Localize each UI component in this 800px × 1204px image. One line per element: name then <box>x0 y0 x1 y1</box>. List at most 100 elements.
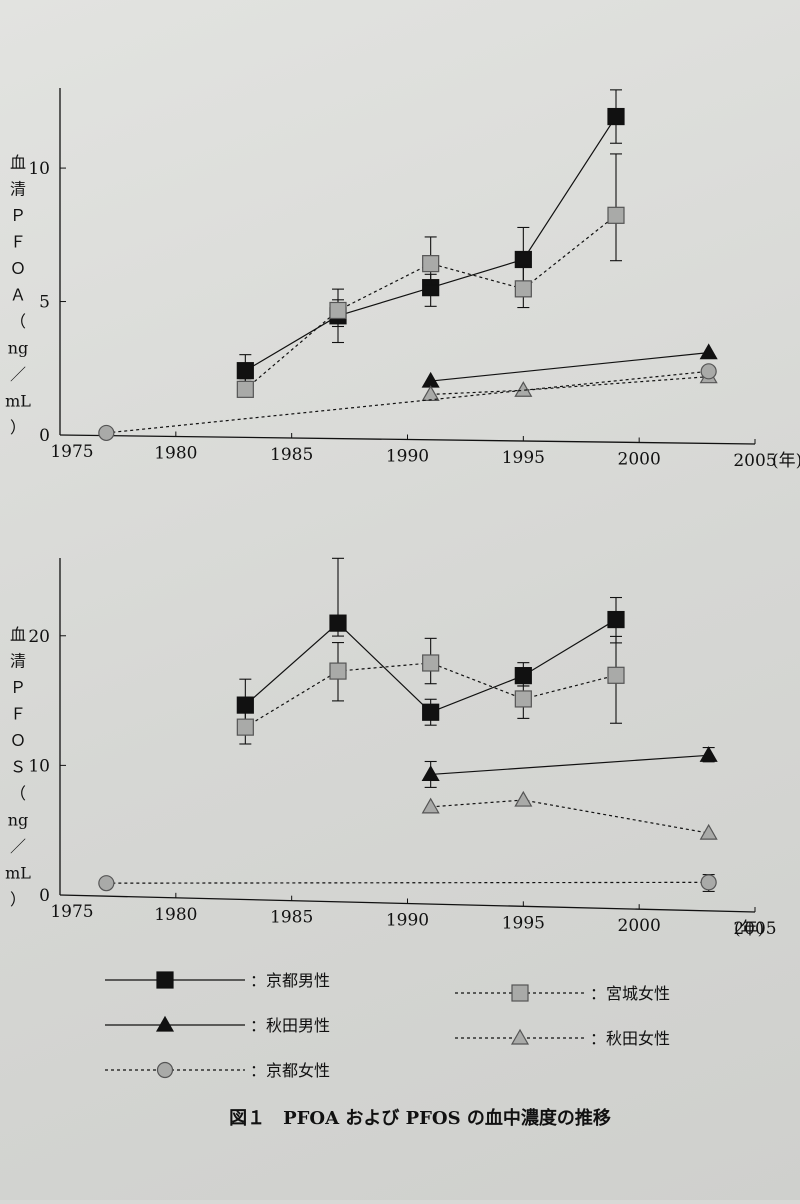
data-point <box>699 823 718 840</box>
y-axis-label-glyph: Ｏ <box>10 731 26 750</box>
y-axis-label-glyph: Ｏ <box>10 259 26 278</box>
data-point <box>514 667 532 685</box>
legend-marker <box>156 1061 174 1079</box>
y-axis-label-glyph: Ｐ <box>10 678 26 697</box>
y-axis-label: 血清ＰＦＯＳ （ ng ／ mL ） <box>5 625 31 909</box>
x-tick-label: 1985 <box>270 908 313 928</box>
series-line <box>430 352 709 382</box>
y-tick-label: 0 <box>39 886 50 906</box>
series-京都男性 <box>236 89 625 382</box>
data-point <box>422 703 440 721</box>
y-axis-label-glyph: （ <box>10 784 26 803</box>
y-tick-label: 20 <box>28 627 50 647</box>
data-point <box>329 301 347 320</box>
legend-label: ：京都女性 <box>250 1061 330 1080</box>
legend-item: ：京都男性 <box>105 971 330 990</box>
y-axis-label-glyph: 清 <box>10 652 26 671</box>
legend-label: ：京都男性 <box>250 971 330 990</box>
data-point <box>607 610 625 629</box>
legend-item: ：秋田女性 <box>455 1028 670 1048</box>
legend-marker <box>155 1015 175 1032</box>
y-axis-label-glyph: mL <box>5 392 31 411</box>
x-tick-label: 1980 <box>154 905 197 925</box>
x-tick-label: 1975 <box>50 442 93 462</box>
x-unit-label: (年) <box>734 919 764 939</box>
series-line <box>106 370 709 434</box>
data-point <box>514 280 532 298</box>
x-tick-label: 2000 <box>618 916 661 936</box>
series-秋田女性 <box>421 790 718 840</box>
data-point <box>422 255 440 273</box>
data-point <box>236 380 254 398</box>
y-axis-label-glyph: 血 <box>10 625 26 644</box>
x-tick-label: 1985 <box>270 445 313 465</box>
data-point <box>607 206 625 224</box>
legend-marker <box>511 984 529 1002</box>
series-line <box>245 662 617 728</box>
data-point <box>98 875 115 892</box>
series-line <box>430 376 709 396</box>
y-axis-label-glyph: 血 <box>10 153 26 172</box>
y-axis-label-glyph: Ｆ <box>10 705 26 724</box>
data-point <box>329 662 347 680</box>
data-point <box>236 718 254 736</box>
x-tick-label: 1995 <box>502 913 545 933</box>
x-tick-label: 1975 <box>50 902 93 922</box>
y-axis-label-glyph: ／ <box>10 837 26 856</box>
data-point <box>514 381 533 397</box>
series-line <box>244 214 617 390</box>
data-point <box>421 765 440 782</box>
data-point <box>236 696 254 714</box>
legend-item: ：京都女性 <box>105 1061 330 1080</box>
y-axis-label-glyph: ng <box>8 811 29 830</box>
series-京都女性 <box>98 363 717 442</box>
data-point <box>421 385 440 402</box>
legend-label: ：秋田女性 <box>590 1029 670 1048</box>
y-axis-label-glyph: Ｓ <box>10 758 26 777</box>
data-point <box>98 424 115 442</box>
data-point <box>422 654 440 672</box>
pfos-chart: 1975 1980 1985 1990 1995 2000 2005(年) 0 10 20血清ＰＦ… <box>5 557 777 939</box>
y-axis-label-glyph: Ｐ <box>10 206 26 225</box>
data-point <box>607 666 625 684</box>
y-tick-label: 10 <box>28 159 50 179</box>
x-unit-label: (年) <box>772 451 800 471</box>
y-axis-label-glyph: Ｆ <box>10 233 26 252</box>
x-tick-label: 1995 <box>502 448 545 468</box>
y-tick-label: 10 <box>28 756 50 776</box>
data-point <box>699 746 718 762</box>
y-axis-label: 血清ＰＦＯＡ （ ng ／ mL ） <box>5 153 31 437</box>
y-axis-label-glyph: Ａ <box>10 286 26 305</box>
x-tick-label: 1980 <box>154 444 197 464</box>
y-axis-label-glyph: 清 <box>10 180 26 199</box>
y-axis-label-glyph: ） <box>10 418 26 437</box>
y-axis-label-glyph: ／ <box>10 365 26 384</box>
data-point <box>607 107 625 126</box>
data-point <box>700 363 717 380</box>
series-宮城女性 <box>236 153 625 398</box>
y-tick-label: 5 <box>39 293 50 313</box>
data-point <box>514 690 532 708</box>
pfoa-chart: 1975 1980 1985 1990 1995 2000 2005(年) 0 5 10血清ＰＦＯ… <box>5 88 800 471</box>
data-point <box>699 343 718 360</box>
legend-item: ：宮城女性 <box>455 984 670 1003</box>
series-line <box>430 754 709 776</box>
legend-label: ：宮城女性 <box>590 984 670 1003</box>
series-京都男性 <box>236 557 625 726</box>
data-point <box>329 614 347 632</box>
data-point <box>700 874 717 891</box>
x-tick-label: 1990 <box>386 911 429 931</box>
x-tick-label: 2005 <box>733 451 776 471</box>
legend-label: ：秋田男性 <box>250 1016 330 1035</box>
legend-marker <box>510 1028 530 1045</box>
data-point <box>421 797 440 814</box>
series-京都女性 <box>98 874 717 892</box>
series-line <box>106 881 709 884</box>
y-axis-label-glyph: ng <box>8 339 29 358</box>
x-tick-label: 2000 <box>618 450 661 470</box>
y-tick-label: 0 <box>39 426 50 446</box>
x-tick-label: 1990 <box>386 447 429 467</box>
legend-item: ：秋田男性 <box>105 1015 330 1035</box>
